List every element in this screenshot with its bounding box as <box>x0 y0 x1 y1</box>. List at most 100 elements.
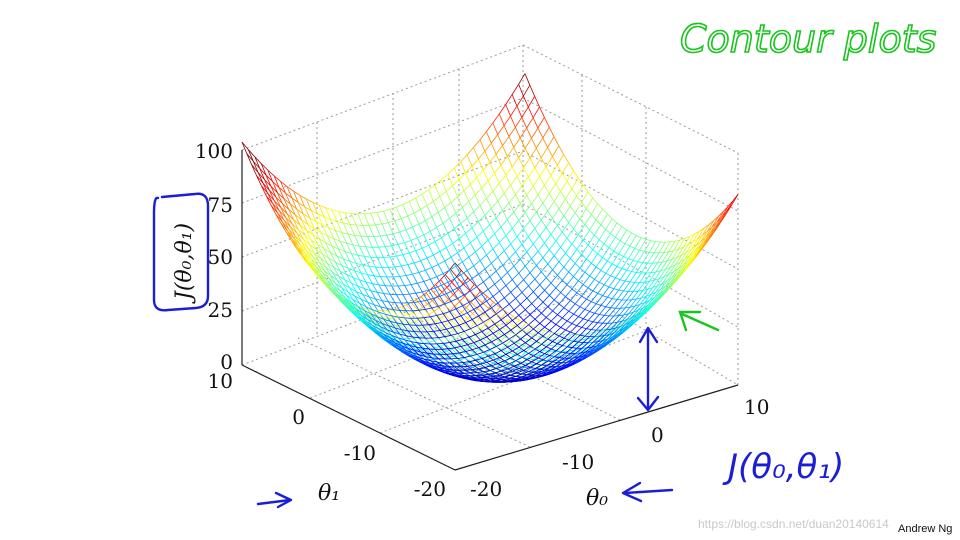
mesh-segment <box>501 368 508 372</box>
mesh-segment <box>277 192 285 199</box>
mesh-segment <box>377 330 385 335</box>
z-tick-label: 75 <box>208 193 233 217</box>
mesh-segment <box>435 347 443 354</box>
mesh-segment <box>512 320 518 326</box>
mesh-segment <box>629 305 635 308</box>
mesh-segment <box>394 327 402 330</box>
mesh-segment <box>428 184 436 191</box>
mesh-segment <box>285 192 293 199</box>
mesh-segment <box>494 319 502 325</box>
mesh-segment <box>272 203 280 211</box>
mesh-segment <box>561 271 570 281</box>
mesh-segment <box>252 161 259 173</box>
mesh-segment <box>529 265 537 274</box>
mesh-segment <box>597 329 604 337</box>
mesh-segment <box>406 335 413 338</box>
mesh-segment <box>521 244 528 253</box>
mesh-segment <box>583 332 591 335</box>
mesh-segment <box>548 193 555 202</box>
mesh-segment <box>410 282 418 285</box>
mesh-segment <box>414 358 421 363</box>
mesh-segment <box>394 327 401 335</box>
mesh-segment <box>665 284 673 293</box>
mesh-segment <box>447 318 455 322</box>
mesh-segment <box>422 354 430 360</box>
mesh-segment <box>338 211 344 224</box>
mesh-segment <box>441 327 449 334</box>
mesh-segment <box>645 301 653 310</box>
mesh-segment <box>478 221 484 232</box>
mesh-segment <box>592 347 600 353</box>
mesh-segment <box>270 186 278 193</box>
mesh-segment <box>524 138 532 149</box>
mesh-segment <box>323 216 330 229</box>
mesh-segment <box>364 310 370 318</box>
mesh-segment <box>471 273 479 280</box>
mesh-segment <box>378 328 386 333</box>
mesh-segment <box>539 277 547 286</box>
mesh-segment <box>428 340 435 343</box>
mesh-segment <box>330 252 338 257</box>
mesh-segment <box>548 344 555 347</box>
mesh-segment <box>702 224 710 236</box>
mesh-segment <box>676 254 682 258</box>
mesh-segment <box>546 356 552 362</box>
mesh-segment <box>461 340 467 345</box>
mesh-segment <box>409 292 416 295</box>
mesh-segment <box>277 192 283 204</box>
mesh-segment <box>430 360 437 363</box>
mesh-segment <box>454 301 461 307</box>
mesh-segment <box>629 235 637 247</box>
mesh-segment <box>505 320 513 326</box>
mesh-segment <box>567 340 573 347</box>
mesh-segment <box>560 320 568 328</box>
mesh-segment <box>486 122 494 132</box>
mesh-segment <box>629 298 637 308</box>
mesh-segment <box>394 342 402 347</box>
mesh-segment <box>548 363 555 366</box>
mesh-segment <box>544 117 550 128</box>
mesh-segment <box>455 305 463 310</box>
mesh-segment <box>611 218 618 224</box>
mesh-segment <box>563 307 570 312</box>
mesh-segment <box>488 355 494 361</box>
mesh-segment <box>513 258 521 267</box>
mesh-segment <box>587 234 595 246</box>
mesh-segment <box>500 278 507 286</box>
mesh-segment <box>415 292 421 302</box>
mesh-segment <box>298 229 304 240</box>
mesh-segment <box>453 294 461 302</box>
mesh-segment <box>544 290 550 296</box>
mesh-segment <box>588 349 595 355</box>
mesh-segment <box>632 249 640 261</box>
mesh-segment <box>378 246 386 248</box>
mesh-segment <box>612 330 620 338</box>
mesh-segment <box>604 328 612 336</box>
mesh-segment <box>644 294 652 303</box>
mesh-segment <box>467 309 474 314</box>
mesh-segment <box>545 166 552 176</box>
mesh-segment <box>542 257 549 265</box>
mesh-segment <box>481 288 489 295</box>
mesh-segment <box>592 197 598 204</box>
mesh-segment <box>510 334 517 341</box>
mesh-segment <box>459 357 465 361</box>
mesh-segment <box>461 270 469 278</box>
mesh-segment <box>521 324 529 331</box>
mesh-segment <box>546 338 554 340</box>
mesh-segment <box>333 267 339 277</box>
mesh-segment <box>618 314 624 317</box>
mesh-segment <box>407 330 415 332</box>
mesh-segment <box>550 282 557 289</box>
mesh-segment <box>518 84 524 97</box>
mesh-segment <box>529 147 537 159</box>
mesh-segment <box>692 246 700 257</box>
mesh-segment <box>460 274 467 284</box>
mesh-segment <box>299 253 307 262</box>
mesh-segment <box>417 317 424 319</box>
mesh-segment <box>495 145 503 155</box>
mesh-segment <box>288 209 294 220</box>
mesh-segment <box>536 308 542 314</box>
mesh-segment <box>491 323 498 330</box>
mesh-segment <box>310 210 317 222</box>
